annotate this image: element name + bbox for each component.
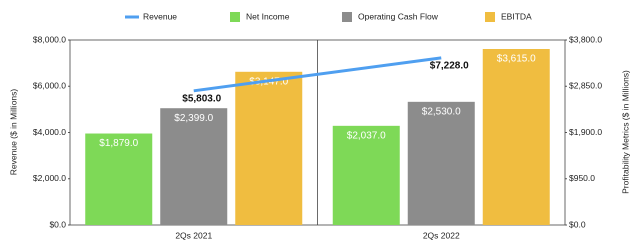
legend-swatch (230, 12, 240, 22)
bar-value-label: $3,615.0 (497, 54, 536, 65)
legend-label: Operating Cash Flow (358, 11, 439, 21)
line-value-label: $5,803.0 (182, 93, 221, 104)
x-tick-label: 2Qs 2021 (175, 230, 212, 240)
bar-value-label: $1,879.0 (99, 138, 138, 149)
legend-swatch (342, 12, 352, 22)
y2-tick-label: $0.0 (569, 219, 586, 229)
line-value-label: $7,228.0 (430, 60, 469, 71)
y2-tick-label: $3,800.0 (569, 34, 602, 44)
y-tick-label: $6,000.0 (33, 81, 66, 91)
y2-tick-label: $1,900.0 (569, 127, 602, 137)
y-tick-label: $0.0 (49, 219, 66, 229)
bar-value-label: $2,530.0 (422, 106, 461, 117)
legend-label: Revenue (143, 11, 177, 21)
y2-tick-label: $950.0 (569, 173, 595, 183)
bar (332, 125, 400, 225)
y-tick-label: $8,000.0 (33, 34, 66, 44)
bar-value-label: $2,399.0 (174, 113, 213, 124)
x-tick-label: 2Qs 2022 (423, 230, 460, 240)
bar (407, 101, 475, 225)
bar (235, 71, 303, 225)
bar (160, 108, 228, 225)
line (193, 56, 442, 93)
y-tick-label: $2,000.0 (33, 173, 66, 183)
y-tick-label: $4,000.0 (33, 127, 66, 137)
bar (482, 49, 550, 226)
legend-label: EBITDA (501, 11, 532, 21)
y-axis-title: Revenue ($ in Millions) (8, 89, 18, 176)
y2-axis-title: Profitability Metrics ($ in Millions) (620, 70, 630, 194)
legend-label: Net Income (246, 11, 290, 21)
bar (85, 133, 153, 225)
bar-value-label: $2,037.0 (347, 130, 386, 141)
legend-swatch (485, 12, 495, 22)
y2-tick-label: $2,850.0 (569, 81, 602, 91)
